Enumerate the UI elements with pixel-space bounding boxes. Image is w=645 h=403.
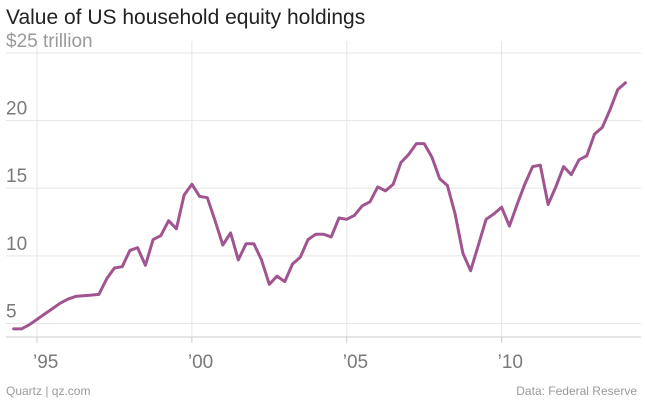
y-axis-ticks: 5 10 15 20 $25 trillion [6,31,93,322]
x-tick-label: ’10 [498,352,523,373]
x-axis-ticks: ’95 ’00 ’05 ’10 [33,337,523,373]
x-tick-label: ’95 [33,352,58,373]
series-group [12,81,627,331]
series-line [12,81,627,331]
chart-title: Value of US household equity holdings [6,6,366,29]
footer-source: Data: Federal Reserve [516,384,637,398]
x-tick-label: ’00 [188,352,213,373]
gridlines [6,41,641,337]
x-tick-label: ’05 [343,352,368,373]
footer-credit: Quartz | qz.com [6,384,91,398]
y-tick-label: 5 [6,301,17,322]
y-tick-label: $25 trillion [6,31,93,52]
y-tick-label: 15 [6,166,27,187]
y-tick-label: 10 [6,234,27,255]
y-tick-label: 20 [6,99,27,120]
